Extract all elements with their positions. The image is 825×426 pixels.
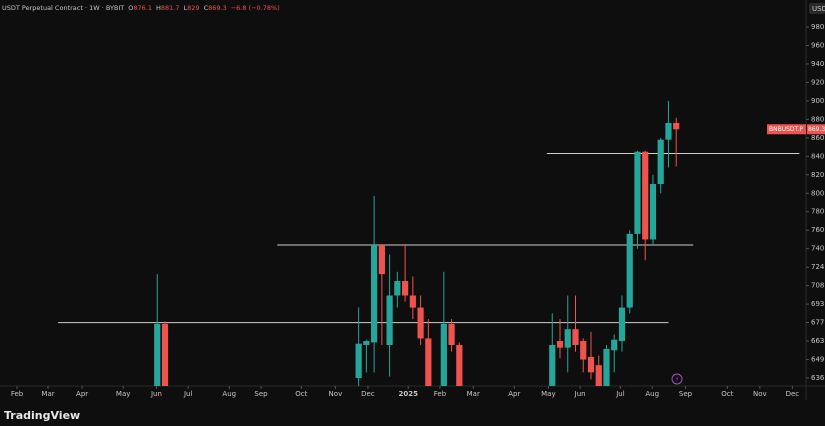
x-tick-label: Oct — [295, 390, 307, 398]
candle-body — [549, 345, 556, 386]
x-tick-label: Apr — [508, 390, 520, 398]
x-tick-label: Dec — [786, 390, 800, 398]
change: −6.8 (−0.78%) — [231, 4, 280, 12]
y-tick-label: 649 — [811, 356, 824, 364]
candle-body — [425, 338, 432, 386]
candle-body — [665, 122, 672, 140]
y-tick-label: 940 — [811, 60, 824, 68]
x-tick-label: Dec — [361, 390, 375, 398]
candle-body — [587, 356, 595, 373]
x-tick-label: Aug — [645, 390, 659, 398]
ohlc-label: L — [184, 4, 188, 12]
events-icon-glyph: ⚡ — [675, 376, 679, 383]
x-tick-label: 2025 — [398, 390, 418, 398]
candle-body — [154, 323, 161, 386]
candle-body — [386, 295, 393, 346]
x-tick-label: Feb — [11, 390, 24, 398]
x-tick-label: Apr — [76, 390, 88, 398]
x-tick-label: May — [541, 390, 555, 398]
plot-area — [58, 100, 800, 386]
candle-body — [564, 329, 571, 348]
ohlc-value: 829 — [187, 4, 199, 12]
candle-body — [440, 323, 447, 386]
candle-body — [363, 341, 370, 346]
currency-box — [809, 3, 825, 14]
y-tick-label: 663 — [811, 337, 824, 345]
y-tick-label: 740 — [811, 245, 824, 253]
x-tick-label: Aug — [222, 390, 236, 398]
candle-body — [355, 343, 362, 378]
watermark: TradingView — [4, 409, 80, 422]
symbol-tag-box — [767, 124, 806, 135]
y-tick-label: 980 — [811, 23, 824, 31]
candle-body — [634, 151, 641, 234]
y-tick-label: 900 — [811, 97, 824, 105]
candle-body — [409, 295, 416, 308]
ohlc-value: 881.7 — [161, 4, 180, 12]
x-tick-label: Jun — [150, 390, 162, 398]
x-tick-label: Oct — [721, 390, 733, 398]
candle-body — [556, 341, 564, 348]
candle-body — [611, 339, 618, 351]
ohlc-label: C — [204, 4, 209, 12]
y-tick-label: 780 — [811, 208, 824, 216]
y-tick-label: 724 — [811, 263, 825, 271]
x-tick-label: Nov — [753, 390, 767, 398]
y-tick-label: 920 — [811, 78, 824, 86]
events-icon[interactable] — [671, 373, 683, 385]
y-tick-label: 880 — [811, 115, 824, 123]
y-tick-label: 760 — [811, 226, 824, 234]
x-tick-label: Sep — [254, 390, 268, 398]
y-tick-label: 693 — [811, 300, 824, 308]
price-tag: 869.3 — [808, 126, 825, 133]
candle-body — [371, 244, 378, 343]
ohlc-label: O — [128, 4, 133, 12]
y-tick-label: 960 — [811, 41, 824, 49]
candle-body — [161, 323, 169, 386]
y-tick-label: 820 — [811, 171, 824, 179]
ohlc-value: 869.3 — [208, 4, 227, 12]
candle-body — [626, 233, 633, 308]
header: USDT Perpetual Contract · 1W · BYBIT O876… — [2, 4, 280, 12]
x-tick-label: Jun — [574, 390, 586, 398]
candle-body — [394, 281, 401, 296]
price-tag-box — [807, 124, 825, 135]
currency: USD — [812, 5, 825, 13]
x-tick-label: Nov — [329, 390, 343, 398]
candle-body — [595, 365, 602, 386]
x-tick-label: May — [116, 390, 130, 398]
y-tick-label: 800 — [811, 189, 824, 197]
x-tick-label: Sep — [679, 390, 693, 398]
candle-body — [618, 307, 626, 342]
candle-body — [642, 151, 649, 240]
y-tick-label: 677 — [811, 319, 824, 327]
y-tick-label: 708 — [811, 282, 824, 290]
y-tick-label: 636 — [811, 374, 825, 382]
x-tick-label: Mar — [41, 390, 54, 398]
ohlc-label: H — [156, 4, 161, 12]
x-tick-label: Jul — [183, 390, 193, 398]
candle-body — [657, 139, 664, 185]
candle-body — [456, 345, 463, 386]
x-tick-label: Jul — [615, 390, 625, 398]
candle-body — [673, 122, 680, 130]
candle-body — [649, 184, 657, 240]
x-tick-label: Feb — [434, 390, 447, 398]
symbol: USDT Perpetual Contract · 1W · BYBIT — [2, 4, 124, 12]
candle-body — [378, 244, 385, 275]
symbol-tag: BNBUSDT.P — [769, 126, 803, 133]
ohlc-value: 876.1 — [133, 4, 152, 12]
y-tick-label: 860 — [811, 134, 824, 142]
candle-body — [603, 348, 610, 386]
candle-body — [401, 281, 409, 296]
candle-body — [572, 329, 579, 346]
candle-body — [448, 323, 455, 346]
candle-body — [417, 307, 424, 339]
candle-body — [580, 341, 587, 360]
y-tick-label: 840 — [811, 152, 824, 160]
x-tick-label: Mar — [467, 390, 480, 398]
